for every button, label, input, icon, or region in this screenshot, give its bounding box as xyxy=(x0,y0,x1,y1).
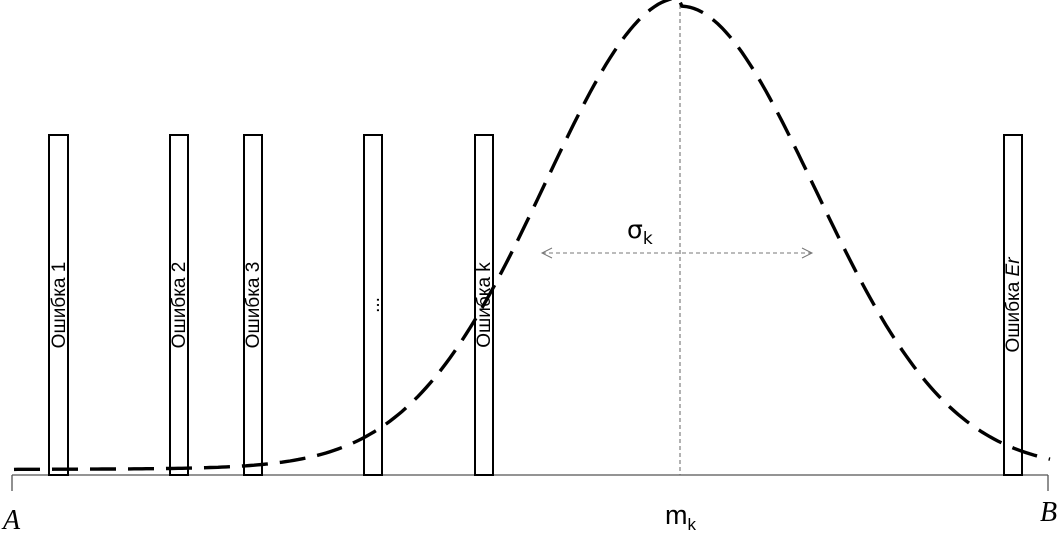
sigma-label: σk xyxy=(627,215,653,249)
error-bar-ellipsis-label: ... xyxy=(363,297,384,313)
sigma-arrow xyxy=(540,247,814,259)
error-bar-3-rect xyxy=(243,134,263,476)
sigma-arrow-head-left xyxy=(540,247,553,259)
distribution-curve xyxy=(13,0,1051,472)
error-bar-ellipsis: ... xyxy=(363,134,384,476)
error-bar-2-rect xyxy=(169,134,189,476)
error-bar-ellipsis-rect xyxy=(363,134,383,476)
error-bar-2: Ошибка 2 xyxy=(169,134,190,476)
error-bar-er-rect xyxy=(1003,134,1023,476)
error-bar-1-rect xyxy=(48,134,69,476)
sigma-arrow-head-right xyxy=(801,247,814,259)
error-bar-2-label: Ошибка 2 xyxy=(169,262,190,349)
axis-label-b: B xyxy=(1040,497,1057,528)
axis: A B xyxy=(1,474,1057,536)
error-bar-er-label: Ошибка Er xyxy=(1003,257,1024,353)
mean-label: mk xyxy=(665,500,697,534)
error-bar-er: Ошибка Er xyxy=(1003,134,1024,476)
error-bars: Ошибка 1 Ошибка 2 Ошибка 3 ... Ошибка k … xyxy=(48,134,1024,476)
error-bar-1: Ошибка 1 xyxy=(48,134,70,476)
error-bar-3: Ошибка 3 xyxy=(243,134,264,476)
error-bar-1-label: Ошибка 1 xyxy=(49,262,70,349)
axis-label-a: A xyxy=(1,505,21,536)
error-bar-3-label: Ошибка 3 xyxy=(243,262,264,349)
